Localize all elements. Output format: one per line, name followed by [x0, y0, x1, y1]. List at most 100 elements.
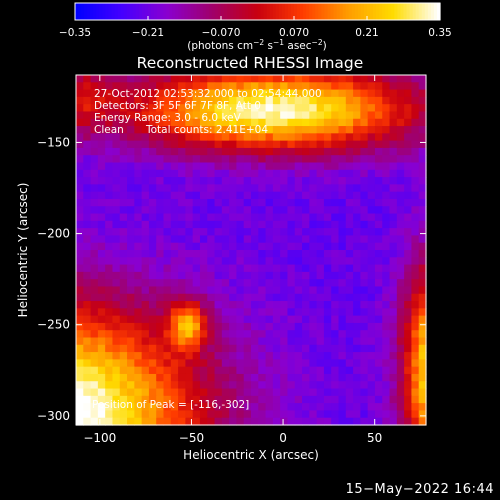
- heatmap-cell: [258, 96, 267, 105]
- heatmap-cell: [76, 410, 84, 419]
- heatmap-cell: [316, 96, 325, 105]
- heatmap-cell: [280, 337, 289, 346]
- heatmap-cell: [294, 96, 303, 105]
- heatmap-cell: [374, 96, 383, 105]
- heatmap-cell: [389, 395, 398, 404]
- heatmap-cell: [294, 344, 303, 353]
- colorbar-cell: [370, 3, 374, 20]
- heatmap-cell: [112, 293, 121, 302]
- heatmap-cell: [404, 140, 413, 149]
- heatmap-cell: [170, 264, 179, 273]
- annotation-block: 27-Oct-2012 02:53:32.000 to 02:54:44.000…: [92, 88, 322, 411]
- heatmap-cell: [316, 322, 325, 331]
- heatmap-cell: [112, 184, 121, 193]
- heatmap-cell: [396, 366, 405, 375]
- heatmap-cell: [316, 228, 325, 237]
- heatmap-cell: [323, 344, 332, 353]
- heatmap-cell: [389, 381, 398, 390]
- heatmap-cell: [127, 118, 135, 127]
- heatmap-cell: [418, 250, 427, 258]
- heatmap-cell: [105, 169, 114, 178]
- annotation-total-counts: Total counts: 2.41E+04: [145, 124, 268, 136]
- heatmap-cell: [214, 381, 223, 390]
- heatmap-cell: [367, 162, 376, 171]
- heatmap-cell: [119, 191, 128, 200]
- heatmap-cell: [280, 257, 289, 266]
- heatmap-cell: [367, 140, 376, 149]
- heatmap-cell: [214, 395, 223, 404]
- heatmap-cell: [309, 89, 318, 98]
- heatmap-cell: [360, 220, 369, 229]
- heatmap-cell: [294, 82, 303, 91]
- heatmap-cell: [185, 89, 194, 98]
- heatmap-cell: [396, 264, 405, 273]
- heatmap-cell: [418, 417, 427, 426]
- heatmap-cell: [382, 257, 391, 266]
- x-axis-label: Heliocentric X (arcsec): [183, 448, 319, 462]
- heatmap-cell: [207, 177, 216, 185]
- heatmap-cell: [389, 155, 398, 164]
- heatmap-cell: [156, 198, 165, 207]
- heatmap-cell: [185, 147, 194, 156]
- heatmap-cell: [199, 315, 208, 324]
- heatmap-cell: [265, 75, 274, 83]
- heatmap-cell: [374, 417, 383, 426]
- heatmap-cell: [382, 366, 391, 375]
- heatmap-cell: [236, 308, 245, 317]
- heatmap-cell: [345, 104, 354, 113]
- heatmap-cell: [141, 403, 150, 412]
- heatmap-cell: [345, 220, 354, 229]
- heatmap-cell: [90, 293, 99, 302]
- heatmap-cell: [360, 126, 369, 134]
- heatmap-cell: [119, 118, 128, 127]
- heatmap-cell: [323, 264, 332, 273]
- heatmap-cell: [258, 301, 267, 309]
- heatmap-cell: [360, 206, 369, 215]
- heatmap-cell: [280, 89, 289, 98]
- colorbar-cell: [360, 3, 365, 20]
- heatmap-cell: [280, 301, 289, 309]
- heatmap-cell: [243, 279, 252, 288]
- heatmap-cell: [404, 359, 413, 368]
- heatmap-cell: [156, 96, 165, 105]
- heatmap-cell: [229, 388, 238, 397]
- heatmap-cell: [367, 133, 376, 142]
- heatmap-cell: [404, 264, 413, 273]
- heatmap-cell: [207, 169, 216, 178]
- heatmap-cell: [374, 403, 383, 412]
- heatmap-cell: [229, 366, 238, 375]
- heatmap-cell: [178, 242, 186, 251]
- heatmap-cell: [156, 220, 165, 229]
- heatmap-cell: [163, 89, 172, 98]
- heatmap-cell: [345, 140, 354, 149]
- heatmap-cell: [280, 191, 289, 200]
- heatmap-cell: [338, 118, 347, 127]
- heatmap-cell: [207, 271, 216, 280]
- heatmap-cell: [418, 184, 427, 193]
- heatmap-cell: [374, 308, 383, 317]
- heatmap-cell: [207, 133, 216, 142]
- heatmap-cell: [382, 213, 391, 222]
- heatmap-cell: [404, 162, 413, 171]
- heatmap-cell: [411, 308, 420, 317]
- heatmap-cell: [112, 322, 121, 331]
- heatmap-cell: [141, 162, 150, 171]
- x-tick-label: 50: [367, 431, 382, 445]
- heatmap-cell: [229, 235, 238, 244]
- heatmap-cell: [221, 198, 230, 207]
- heatmap-cell: [367, 257, 376, 266]
- heatmap-cell: [214, 366, 223, 375]
- heatmap-cell: [207, 279, 216, 288]
- heatmap-cell: [389, 140, 398, 149]
- heatmap-cell: [178, 111, 186, 120]
- heatmap-cell: [309, 359, 318, 368]
- heatmap-cell: [404, 271, 413, 280]
- heatmap-cell: [221, 82, 230, 91]
- heatmap-cell: [229, 206, 238, 215]
- heatmap-cell: [367, 155, 376, 164]
- heatmap-cell: [127, 315, 135, 324]
- heatmap-cell: [229, 162, 238, 171]
- heatmap-cell: [76, 155, 84, 164]
- heatmap-cell: [221, 337, 230, 346]
- heatmap-cell: [97, 403, 106, 412]
